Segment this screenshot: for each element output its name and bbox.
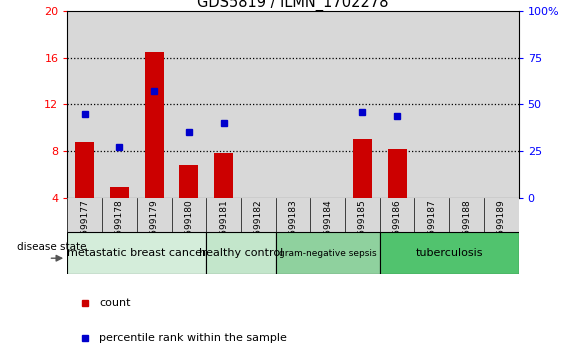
Bar [345,198,380,232]
Bar [449,198,484,232]
Bar [484,11,519,198]
FancyBboxPatch shape [275,232,380,274]
Text: disease state: disease state [17,242,86,252]
Text: GSM1599186: GSM1599186 [393,200,401,260]
Bar [137,198,172,232]
Title: GDS5819 / ILMN_1702278: GDS5819 / ILMN_1702278 [197,0,389,11]
Bar [387,149,407,198]
Text: GSM1599181: GSM1599181 [219,200,228,260]
Bar [484,198,519,232]
Bar [214,154,233,198]
Text: metastatic breast cancer: metastatic breast cancer [67,248,207,258]
Bar [102,198,137,232]
Bar [137,11,172,198]
Text: GSM1599182: GSM1599182 [254,200,263,260]
Text: GSM1599184: GSM1599184 [323,200,332,260]
Text: percentile rank within the sample: percentile rank within the sample [99,333,287,343]
Bar [206,198,241,232]
Text: GSM1599188: GSM1599188 [462,200,471,260]
Bar [145,52,163,198]
Bar [172,11,206,198]
Text: GSM1599177: GSM1599177 [80,200,89,260]
Text: GSM1599180: GSM1599180 [185,200,193,260]
Bar [311,198,345,232]
Bar [206,11,241,198]
Bar [353,139,372,198]
Bar [241,198,275,232]
Text: GSM1599178: GSM1599178 [115,200,124,260]
Bar [380,198,414,232]
Text: GSM1599183: GSM1599183 [288,200,298,260]
Bar [179,165,199,198]
Bar [67,11,102,198]
FancyBboxPatch shape [380,232,519,274]
Text: tuberculosis: tuberculosis [415,248,483,258]
Bar [102,11,137,198]
Text: GSM1599179: GSM1599179 [149,200,159,260]
Bar [345,11,380,198]
FancyBboxPatch shape [206,232,275,274]
Text: GSM1599187: GSM1599187 [427,200,437,260]
Text: healthy control: healthy control [199,248,283,258]
Bar [241,11,275,198]
Bar [110,187,129,198]
Text: count: count [99,298,131,307]
Bar [380,11,414,198]
Bar [311,11,345,198]
Bar [75,142,94,198]
Text: GSM1599189: GSM1599189 [497,200,506,260]
Bar [67,198,102,232]
FancyBboxPatch shape [67,232,206,274]
Bar [275,198,311,232]
Text: GSM1599185: GSM1599185 [358,200,367,260]
Bar [172,198,206,232]
Bar [275,11,311,198]
Bar [414,11,449,198]
Text: gram-negative sepsis: gram-negative sepsis [279,249,377,258]
Bar [449,11,484,198]
Bar [414,198,449,232]
